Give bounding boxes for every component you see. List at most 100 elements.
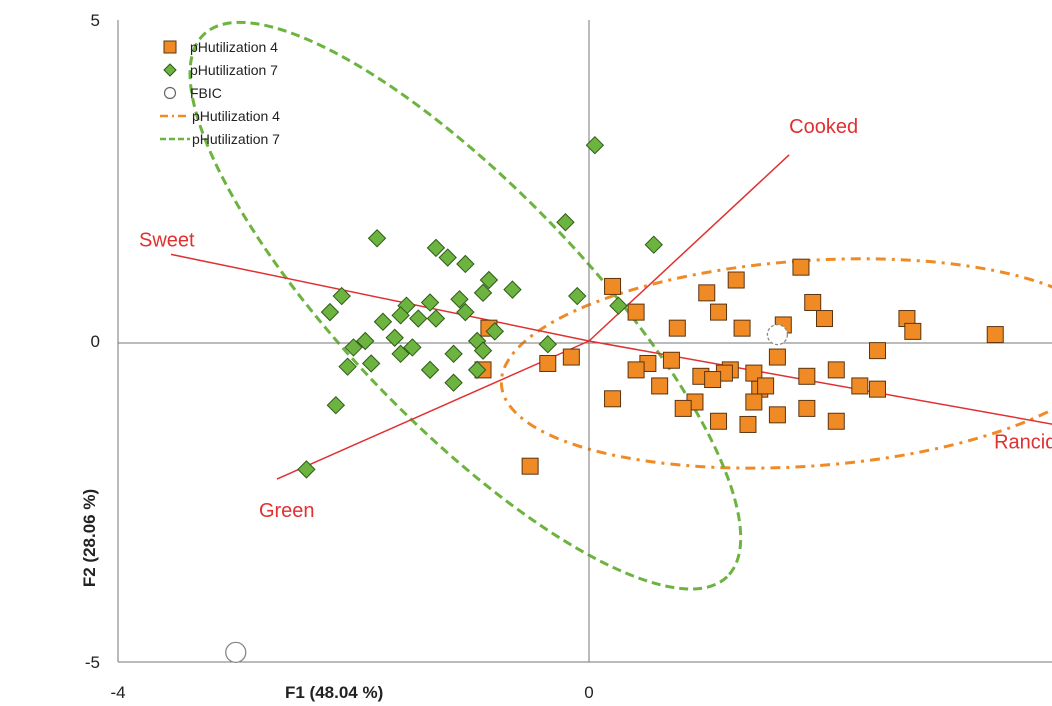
point-ph4 — [698, 284, 716, 302]
point-ph4 — [798, 399, 816, 417]
point-ph4 — [710, 303, 728, 321]
point-ph4 — [739, 415, 757, 433]
legend-label: pHutilization 7 — [192, 131, 280, 147]
point-ph4 — [733, 319, 751, 337]
point-ph4 — [727, 271, 745, 289]
point-ph7 — [479, 270, 499, 290]
point-ph4 — [768, 348, 786, 366]
vector-label-rancid: Rancid — [994, 431, 1052, 453]
point-ph4 — [798, 367, 816, 385]
point-ph4 — [662, 351, 680, 369]
point-ph7 — [361, 354, 381, 373]
legend: pHutilization 4 pHutilization 7 FBIC pHutil… — [160, 39, 280, 147]
point-ph4 — [868, 342, 886, 360]
point-ph7 — [609, 296, 628, 315]
point-ph7 — [420, 293, 440, 312]
point-ph7 — [420, 360, 440, 380]
y-tick-label: -5 — [85, 653, 100, 672]
point-ph7 — [409, 309, 428, 328]
vector-green — [276, 340, 590, 480]
point-ph7 — [438, 248, 457, 267]
point-fbic — [766, 323, 789, 346]
loading-vectors: Cooked Sweet Rancid Green — [139, 116, 1052, 522]
point-ph4 — [521, 457, 539, 475]
point-ph7 — [444, 344, 463, 364]
point-ph4 — [904, 322, 922, 340]
point-ph4 — [816, 310, 833, 328]
vector-label-cooked: Cooked — [789, 116, 858, 138]
vector-label-sweet: Sweet — [139, 229, 195, 251]
point-ph4 — [562, 348, 580, 366]
point-ph4 — [757, 377, 775, 395]
point-ph7 — [456, 302, 475, 322]
point-ph7 — [426, 309, 446, 328]
x-tick-label: -4 — [110, 683, 125, 702]
y-axis-title: F2 (28.06 %) — [80, 489, 99, 587]
point-ph7 — [385, 328, 404, 347]
point-ph7 — [356, 331, 375, 351]
vector-sweet — [170, 253, 590, 342]
point-fbic — [225, 641, 247, 664]
point-ph7 — [444, 373, 463, 392]
point-ph4 — [668, 319, 686, 337]
legend-marker-circle — [163, 86, 177, 100]
point-ph4 — [986, 326, 1004, 344]
point-ph7 — [403, 338, 422, 357]
point-ph7 — [450, 290, 469, 309]
point-ph4 — [627, 361, 645, 379]
point-ph7 — [426, 238, 446, 258]
point-ph4 — [745, 364, 763, 382]
point-ph4 — [627, 303, 645, 321]
x-tick-label: 0 — [584, 683, 593, 702]
point-ph7 — [467, 360, 487, 380]
legend-label: pHutilization 4 — [192, 108, 280, 124]
point-ph7 — [320, 302, 340, 322]
point-ph4 — [604, 277, 622, 295]
legend-marker-diamond — [163, 63, 177, 77]
point-ph7 — [373, 312, 393, 331]
point-ph7 — [585, 135, 605, 155]
point-ph7 — [297, 460, 316, 479]
point-ph4 — [674, 399, 692, 417]
vector-label-green: Green — [259, 500, 315, 522]
point-ph4 — [851, 377, 869, 395]
legend-label: FBIC — [190, 85, 222, 101]
point-ph4 — [804, 293, 822, 311]
point-ph4 — [604, 390, 622, 408]
tick-labels: -5 0 5 -4 0 — [85, 11, 594, 702]
point-ph4 — [704, 371, 722, 389]
point-ph7 — [556, 213, 575, 232]
point-ph7 — [326, 395, 346, 415]
point-ph4 — [651, 377, 669, 395]
legend-label: pHutilization 7 — [190, 62, 278, 78]
data-points — [225, 135, 1004, 664]
point-ph7 — [644, 235, 663, 254]
point-ph7 — [473, 341, 493, 360]
legend-marker-square — [163, 40, 177, 54]
point-ph4 — [539, 354, 557, 372]
point-ph7 — [391, 344, 410, 364]
point-ph7 — [473, 283, 493, 303]
point-ph4 — [745, 393, 763, 411]
point-ph7 — [568, 286, 587, 306]
point-ph7 — [538, 335, 557, 354]
point-ph7 — [367, 229, 387, 248]
point-ph7 — [344, 338, 363, 357]
point-ph4 — [827, 361, 845, 379]
point-ph7 — [485, 322, 505, 341]
point-ph7 — [503, 280, 522, 299]
point-ph7 — [391, 306, 410, 325]
x-axis-title: F1 (48.04 %) — [285, 683, 383, 702]
confidence-ellipses — [188, 20, 1052, 591]
point-ph4 — [827, 412, 845, 430]
point-ph4 — [792, 258, 810, 276]
legend-label: pHutilization 4 — [190, 39, 278, 55]
ellipse-ph4 — [499, 257, 1052, 470]
ellipse-ph7 — [188, 20, 743, 591]
y-tick-label: 5 — [91, 11, 100, 30]
point-ph4 — [710, 412, 728, 430]
point-ph4 — [868, 380, 886, 398]
y-tick-label: 0 — [91, 332, 100, 351]
